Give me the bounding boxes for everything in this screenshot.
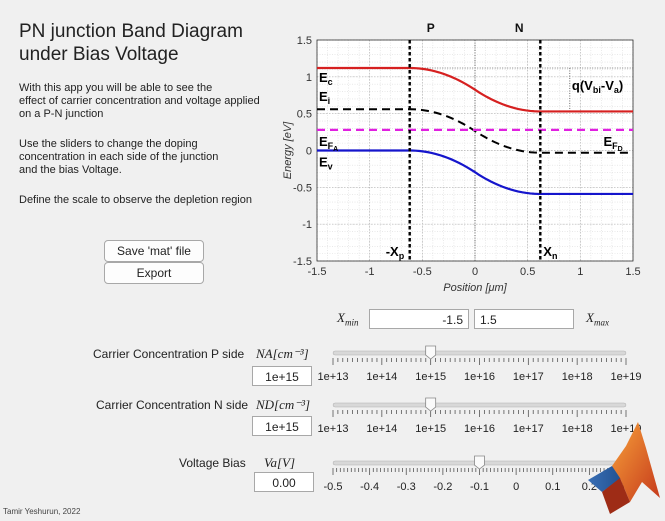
- slider-tick-label: 1e+14: [366, 371, 397, 383]
- description-sliders: Use the sliders to change the doping con…: [19, 138, 219, 176]
- slider-tick-label: 1e+16: [464, 371, 495, 383]
- slider-tick-label: 1e+17: [513, 423, 544, 435]
- na-slider[interactable]: 1e+13 1e+14 1e+15 1e+16 1e+17 1e+18 1e+19: [316, 344, 646, 390]
- ec-line: [317, 66, 633, 113]
- ev-annotation: Ev: [319, 155, 333, 172]
- y-tick-label: -1: [302, 219, 312, 231]
- band-diagram-chart: -1.5 -1 -0.5 0 0.5 1 1.5 1.5 1 0.5 0 -0.5 -1 -1.5 Posi…: [282, 21, 641, 294]
- slider-tick-label: -0.4: [360, 481, 379, 493]
- nd-label: Carrier Concentration N side: [96, 398, 249, 412]
- y-tick-label: 0.5: [297, 109, 312, 121]
- n-region-label: N: [515, 21, 524, 35]
- va-label: Voltage Bias: [179, 456, 246, 470]
- xmax-label: Xmax: [586, 310, 609, 328]
- slider-tick-label: 1e+14: [366, 423, 397, 435]
- p-region-label: P: [427, 21, 435, 35]
- efd-annotation: EFD: [604, 134, 623, 153]
- slider-tick-label: 1e+18: [562, 371, 593, 383]
- qv-annotation: q(Vbi-Va): [572, 78, 623, 95]
- ei-annotation: Ei: [319, 89, 330, 106]
- xmin-input[interactable]: -1.5: [369, 309, 469, 329]
- matlab-logo-icon: [588, 422, 660, 514]
- description-scale: Define the scale to observe the depletio…: [19, 194, 252, 206]
- slider-tick-label: 0.1: [545, 481, 560, 493]
- nd-symbol: ND[cm⁻³]: [256, 397, 311, 412]
- slider-tick-label: 0: [513, 481, 519, 493]
- slider-tick-label: 1e+13: [318, 371, 349, 383]
- x-tick-label: -0.5: [413, 266, 432, 278]
- x-tick-label: -1.5: [308, 266, 327, 278]
- va-symbol: Va[V]: [264, 455, 296, 470]
- na-symbol: NA[cm⁻³]: [256, 346, 309, 361]
- x-tick-label: 1: [577, 266, 583, 278]
- y-tick-label: 1.5: [297, 35, 312, 47]
- slider-thumb[interactable]: [474, 455, 485, 470]
- export-button[interactable]: Export: [104, 262, 204, 284]
- ev-line: [317, 149, 633, 196]
- slider-tick-label: -0.5: [324, 481, 343, 493]
- xmax-input[interactable]: 1.5: [474, 309, 574, 329]
- slider-tick-label: 1e+15: [415, 423, 446, 435]
- app-title: PN junction Band Diagram under Bias Volt…: [19, 21, 243, 65]
- y-tick-label: -1.5: [293, 256, 312, 268]
- slider-tick-label: -0.3: [397, 481, 416, 493]
- slider-tick-label: 1e+17: [513, 371, 544, 383]
- save-mat-button[interactable]: Save 'mat' file: [104, 240, 204, 262]
- xmin-label: Xmin: [337, 310, 359, 328]
- slider-tick-label: 1e+13: [318, 423, 349, 435]
- slider-thumb[interactable]: [425, 397, 437, 412]
- y-axis-label: Energy [eV]: [282, 121, 294, 179]
- nd-value-field[interactable]: 1e+15: [252, 416, 312, 436]
- footer-credit: Tamir Yeshurun, 2022: [3, 507, 81, 516]
- y-tick-label: 0: [306, 146, 312, 158]
- slider-track: [332, 402, 627, 408]
- slider-tick-label: 1e+19: [611, 371, 642, 383]
- x-tick-label: 1.5: [625, 266, 640, 278]
- slider-tick-label: -0.2: [433, 481, 452, 493]
- xn-annotation: Xn: [543, 244, 557, 261]
- description-intro: With this app you will be able to see th…: [19, 82, 260, 120]
- slider-tick-label: 1e+18: [562, 423, 593, 435]
- slider-tick-label: 1e+16: [464, 423, 495, 435]
- slider-thumb[interactable]: [425, 345, 437, 360]
- ei-line: [317, 108, 633, 154]
- y-tick-label: -0.5: [293, 182, 312, 194]
- x-axis-label: Position [μm]: [443, 282, 507, 294]
- x-tick-label: 0.5: [520, 266, 535, 278]
- x-tick-label: -1: [365, 266, 375, 278]
- slider-tick-label: -0.1: [470, 481, 489, 493]
- slider-tick-label: 1e+15: [415, 371, 446, 383]
- xp-annotation: -Xp: [386, 244, 405, 261]
- y-tick-label: 1: [306, 72, 312, 84]
- na-value-field[interactable]: 1e+15: [252, 366, 312, 386]
- efa-annotation: EFA: [319, 134, 338, 153]
- va-value-field[interactable]: 0.00: [254, 472, 314, 492]
- x-tick-label: 0: [472, 266, 478, 278]
- ec-annotation: Ec: [319, 70, 333, 87]
- slider-track: [332, 350, 627, 356]
- na-label: Carrier Concentration P side: [93, 347, 245, 361]
